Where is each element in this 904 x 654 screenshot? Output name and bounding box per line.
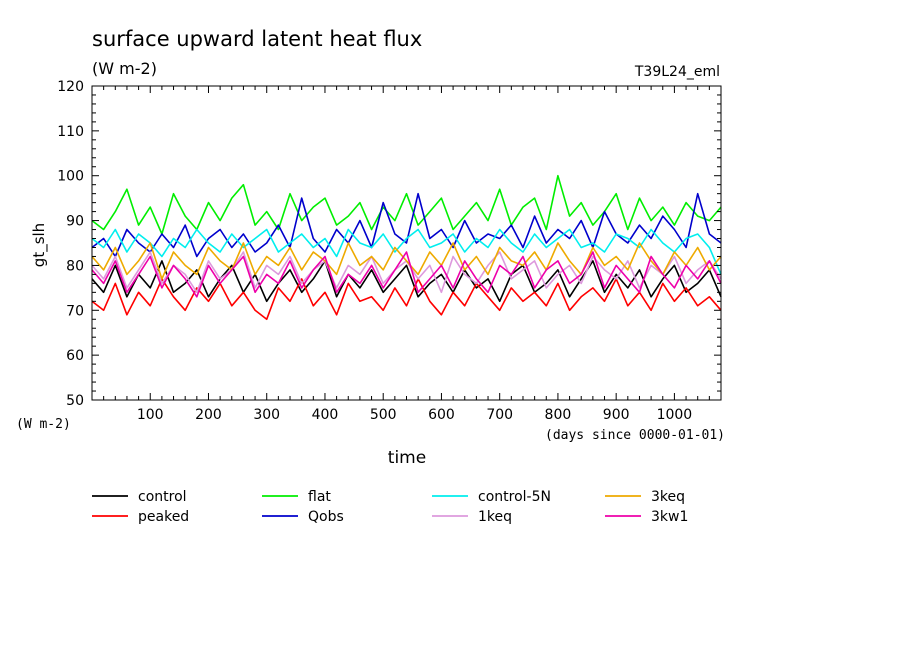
x-tick-label: 100: [137, 407, 164, 423]
y-tick-label: 120: [57, 79, 84, 95]
legend-label: 3keq: [651, 489, 685, 505]
legend-label: peaked: [138, 509, 189, 525]
series-line-control-5n: [91, 228, 722, 275]
y-tick-label: 80: [66, 258, 84, 274]
chart-subtitle-units: (W m-2): [92, 59, 157, 78]
x-tick-label: 300: [253, 407, 280, 423]
y-axis-label: gt_slh: [30, 223, 49, 267]
x-tick-label: 500: [370, 407, 397, 423]
y-tick-label: 50: [66, 393, 84, 409]
x-tick-label: 600: [428, 407, 455, 423]
x-tick-label: 200: [195, 407, 222, 423]
x-tick-label: 400: [312, 407, 339, 423]
x-tick-label: 900: [603, 407, 630, 423]
y-tick-label: 60: [66, 348, 84, 364]
x-tick-label: 800: [545, 407, 572, 423]
y-tick-label: 90: [66, 214, 84, 230]
x-axis-units: (days since 0000-01-01): [545, 428, 725, 443]
legend: control peaked flat Qobs control-5N 1keq 3keq 3…: [92, 489, 688, 525]
plot-area: 100 200 300 400 500 600 700 800 900 1000 50 60 70 80…: [57, 79, 722, 423]
legend-label: control: [138, 489, 187, 505]
y-axis-units: (W m-2): [16, 417, 71, 432]
legend-label: 3kw1: [651, 509, 688, 525]
series-layer: [91, 174, 722, 321]
x-axis-ticks: 100 200 300 400 500 600 700 800 900 1000: [103, 86, 710, 423]
x-axis-label: time: [388, 448, 426, 468]
legend-label: 1keq: [478, 509, 512, 525]
legend-label: control-5N: [478, 489, 551, 505]
chart-title: surface upward latent heat flux: [92, 27, 422, 51]
x-tick-label: 700: [486, 407, 513, 423]
legend-label: Qobs: [308, 509, 344, 525]
y-tick-label: 110: [57, 124, 84, 140]
series-line-flat: [91, 174, 722, 235]
series-line-3kw1: [91, 251, 722, 298]
y-tick-label: 100: [57, 169, 84, 185]
run-id-label: T39L24_eml: [634, 64, 720, 80]
y-tick-label: 70: [66, 303, 84, 319]
x-tick-label: 1000: [657, 407, 693, 423]
series-line-3keq: [91, 242, 722, 280]
y-axis-ticks: 50 60 70 80 90 100 110 120: [57, 79, 721, 409]
legend-label: flat: [308, 489, 331, 505]
series-line-peaked: [91, 278, 722, 321]
series-line-control: [91, 260, 722, 303]
